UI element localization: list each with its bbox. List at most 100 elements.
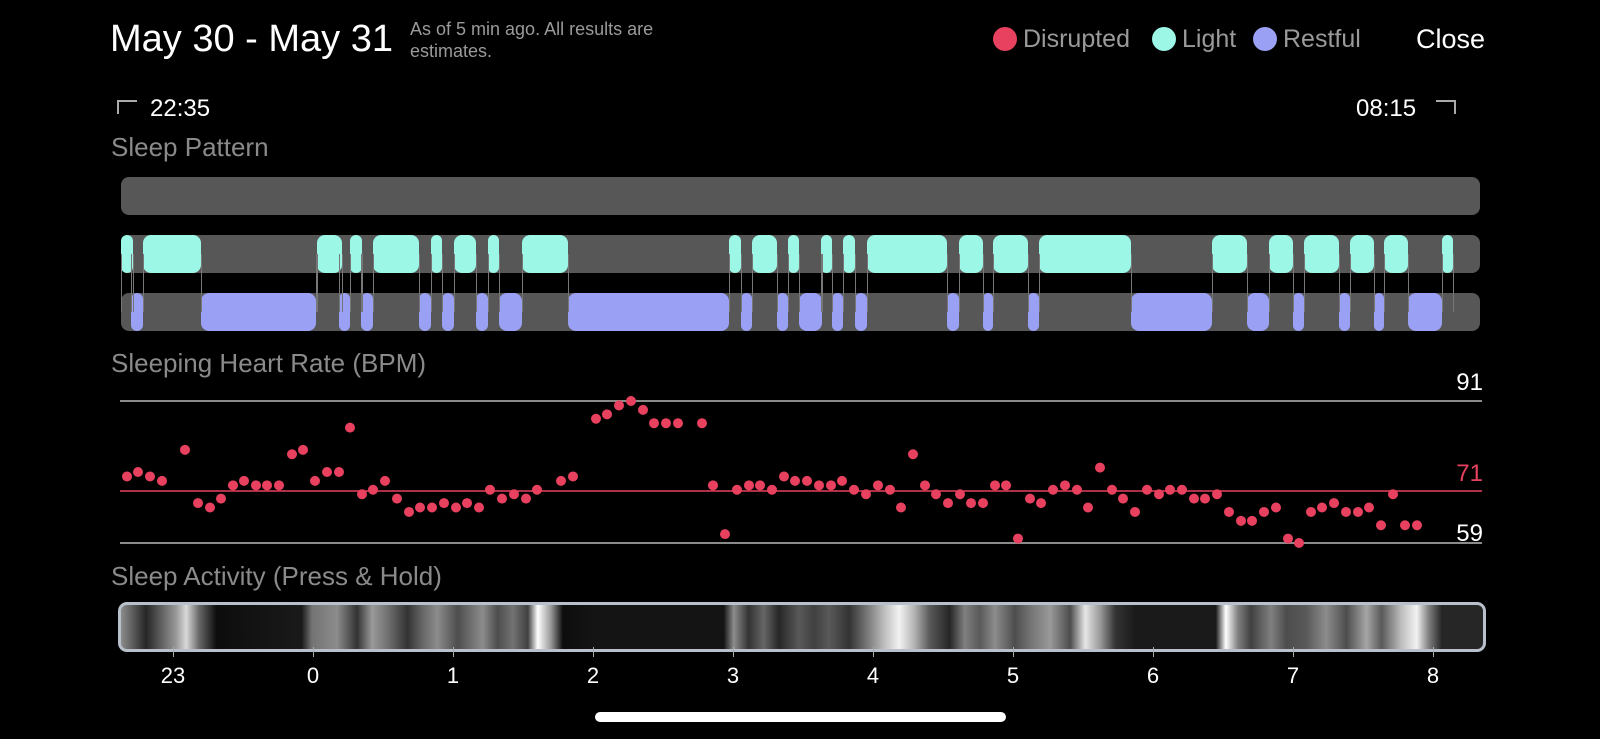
heart-rate-point bbox=[474, 502, 484, 513]
restful-segment bbox=[419, 293, 431, 331]
heart-rate-point bbox=[837, 475, 847, 486]
restful-segment bbox=[339, 293, 350, 331]
heart-rate-point bbox=[1400, 520, 1410, 531]
hour-tick-mark bbox=[1433, 647, 1434, 657]
stage-connector bbox=[959, 254, 960, 312]
heart-rate-point bbox=[708, 480, 718, 491]
restful-segment bbox=[1247, 293, 1269, 331]
restful-segment bbox=[855, 293, 867, 331]
stage-connector bbox=[488, 254, 489, 312]
hour-tick-label: 4 bbox=[866, 663, 880, 688]
heart-rate-point bbox=[568, 471, 578, 482]
heart-rate-point bbox=[697, 418, 707, 429]
heart-rate-point bbox=[532, 484, 542, 495]
hour-tick-label: 2 bbox=[586, 663, 600, 688]
light-segment bbox=[454, 235, 476, 273]
hour-tick-mark bbox=[733, 647, 734, 657]
activity-heading: Sleep Activity (Press & Hold) bbox=[111, 561, 442, 591]
heart-rate-point bbox=[122, 471, 132, 482]
hour-tick-label: 5 bbox=[1006, 663, 1020, 688]
restful-dot-icon bbox=[1253, 27, 1277, 51]
restful-segment bbox=[442, 293, 454, 331]
stage-connector bbox=[361, 254, 362, 312]
range-end-bracket-icon bbox=[1436, 100, 1456, 114]
heart-rate-point bbox=[1177, 484, 1187, 495]
heart-rate-point bbox=[744, 480, 754, 491]
stage-connector bbox=[1247, 254, 1248, 312]
heart-rate-point bbox=[1376, 520, 1386, 531]
heart-rate-point bbox=[357, 489, 367, 500]
heart-rate-point bbox=[427, 502, 437, 513]
heart-rate-point bbox=[779, 471, 789, 482]
stage-connector bbox=[947, 254, 948, 312]
stage-connector bbox=[843, 254, 844, 312]
heart-rate-point bbox=[1048, 484, 1058, 495]
stage-connector bbox=[1131, 254, 1132, 312]
light-segment bbox=[121, 235, 133, 273]
heart-rate-point bbox=[790, 475, 800, 486]
heart-rate-point bbox=[931, 489, 941, 500]
restful-segment bbox=[947, 293, 959, 331]
restful-segment bbox=[832, 293, 843, 331]
stage-connector bbox=[822, 254, 823, 312]
stage-connector bbox=[476, 254, 477, 312]
light-segment bbox=[1039, 235, 1131, 273]
light-segment bbox=[729, 235, 741, 273]
heart-rate-point bbox=[614, 400, 624, 411]
stage-connector bbox=[1304, 254, 1305, 312]
heart-rate-point bbox=[1388, 489, 1398, 500]
hour-tick-label: 6 bbox=[1146, 663, 1160, 688]
stage-connector bbox=[1453, 254, 1454, 312]
hour-tick-label: 0 bbox=[306, 663, 320, 688]
restful-track[interactable] bbox=[121, 293, 1480, 331]
stage-connector bbox=[1028, 254, 1029, 312]
heart-rate-point bbox=[849, 484, 859, 495]
heart-rate-point bbox=[896, 502, 906, 513]
heart-rate-point bbox=[287, 449, 297, 460]
stage-connector bbox=[442, 254, 443, 312]
heart-rate-point bbox=[1154, 489, 1164, 500]
legend-restful-label: Restful bbox=[1283, 24, 1361, 53]
heart-rate-point bbox=[1353, 506, 1363, 517]
heart-rate-point bbox=[1283, 533, 1293, 544]
heart-rate-point bbox=[556, 475, 566, 486]
heart-rate-point bbox=[814, 480, 824, 491]
stage-connector bbox=[1339, 254, 1340, 312]
heart-rate-point bbox=[1130, 506, 1140, 517]
close-button[interactable]: Close bbox=[1416, 24, 1486, 54]
heart-rate-point bbox=[180, 444, 190, 455]
heart-rate-point bbox=[1165, 484, 1175, 495]
restful-segment bbox=[131, 293, 143, 331]
heart-rate-point bbox=[1189, 493, 1199, 504]
heart-rate-point bbox=[1247, 515, 1257, 526]
heart-rate-point bbox=[205, 502, 215, 513]
heart-rate-point bbox=[1317, 502, 1327, 513]
light-dot-icon bbox=[1152, 27, 1176, 51]
heart-rate-point bbox=[873, 480, 883, 491]
max-label: 91 bbox=[1456, 369, 1483, 396]
hour-tick-label: 7 bbox=[1286, 663, 1300, 688]
light-segment bbox=[959, 235, 983, 273]
heart-rate-point bbox=[1118, 493, 1128, 504]
heart-rate-point bbox=[661, 418, 671, 429]
sleep-activity-bar[interactable] bbox=[118, 602, 1486, 652]
stage-connector bbox=[317, 254, 318, 312]
heart-rate-point bbox=[602, 409, 612, 420]
restful-segment bbox=[777, 293, 788, 331]
stage-connector bbox=[373, 254, 374, 312]
home-indicator[interactable] bbox=[595, 712, 1006, 722]
light-segment bbox=[752, 235, 777, 273]
disrupted-track[interactable] bbox=[121, 177, 1480, 215]
legend-disrupted: Disrupted bbox=[993, 24, 1130, 54]
heart-rate-point bbox=[1271, 502, 1281, 513]
heart-rate-point bbox=[1329, 498, 1339, 509]
heart-rate-point bbox=[966, 498, 976, 509]
heart-rate-point bbox=[955, 489, 965, 500]
heart-rate-point bbox=[1036, 498, 1046, 509]
heart-rate-point bbox=[462, 498, 472, 509]
heart-rate-point bbox=[509, 489, 519, 500]
stage-connector bbox=[568, 254, 569, 312]
light-track[interactable] bbox=[121, 235, 1480, 273]
stage-connector bbox=[201, 254, 202, 312]
